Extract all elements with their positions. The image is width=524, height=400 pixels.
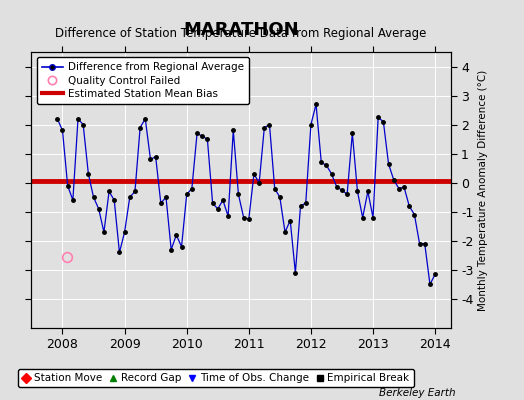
Title: MARATHON: MARATHON: [183, 21, 299, 39]
Text: Difference of Station Temperature Data from Regional Average: Difference of Station Temperature Data f…: [56, 26, 427, 40]
Legend: Station Move, Record Gap, Time of Obs. Change, Empirical Break: Station Move, Record Gap, Time of Obs. C…: [18, 369, 414, 388]
Y-axis label: Monthly Temperature Anomaly Difference (°C): Monthly Temperature Anomaly Difference (…: [477, 69, 488, 311]
Text: Berkeley Earth: Berkeley Earth: [379, 388, 456, 398]
